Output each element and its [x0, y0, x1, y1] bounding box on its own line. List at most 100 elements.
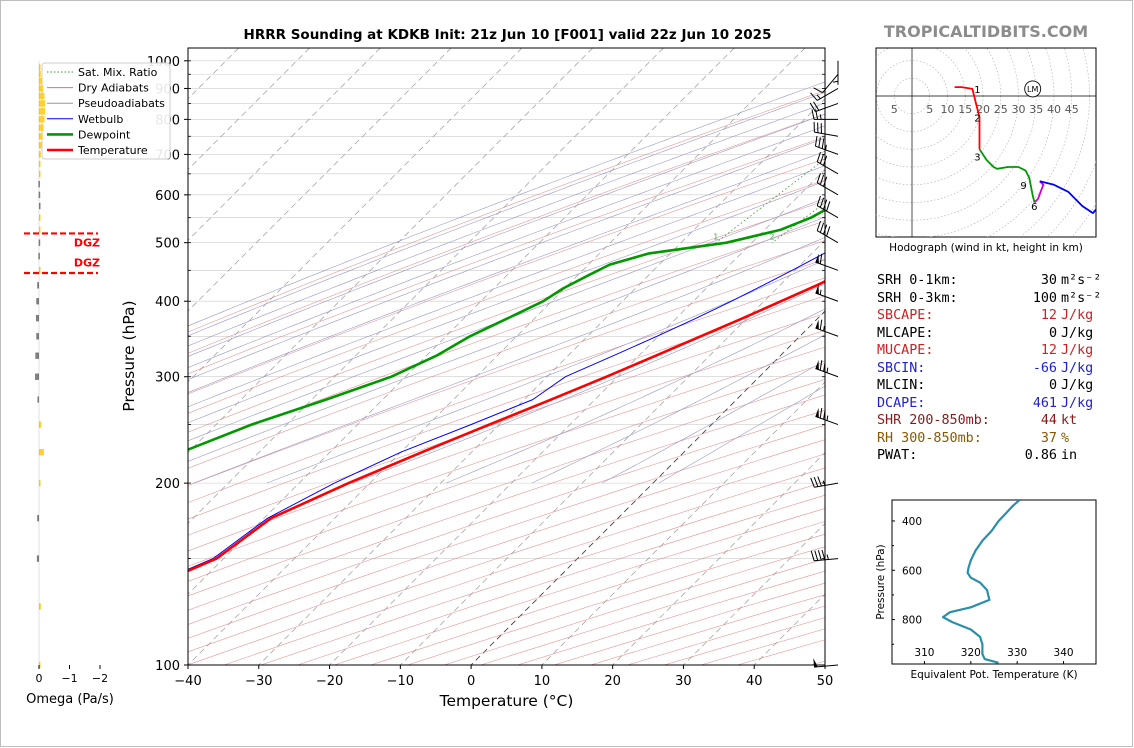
hodograph-ring-label: 5 — [891, 103, 898, 116]
x-tick-label: 0 — [467, 674, 475, 689]
hodograph-height-label: 1 — [974, 85, 980, 96]
wind-barb-full — [819, 407, 823, 419]
isotherm — [258, 98, 825, 665]
parameter-unit: J/kg — [1061, 308, 1094, 323]
hodograph-caption: Hodograph (wind in kt, height in km) — [889, 242, 1083, 254]
parameter-label: DCAPE: — [877, 395, 926, 411]
wind-barb-full — [817, 550, 822, 561]
wind-barb — [815, 284, 839, 302]
isotherm — [188, 48, 381, 241]
wind-barb-full — [810, 92, 818, 101]
wind-barb-staff — [815, 102, 839, 113]
parameter-row: DCAPE: 461 J/kg — [877, 395, 1097, 413]
pseudoadiabat — [188, 197, 825, 442]
wind-barb-flag — [815, 407, 819, 418]
pseudoadiabat — [188, 102, 825, 347]
parameter-label: SRH 0-3km: — [877, 290, 958, 306]
wind-barb — [816, 173, 839, 196]
y-tick-label: 300 — [155, 371, 180, 386]
omega-bar — [39, 202, 41, 210]
wind-barb-flag — [815, 284, 819, 295]
wetbulb-trace — [188, 252, 825, 570]
wind-barb-staff — [815, 145, 839, 155]
pseudoadiabat — [531, 334, 825, 484]
temperature-trace — [188, 280, 825, 573]
x-tick-label: 10 — [534, 674, 551, 689]
wind-barb-full — [819, 153, 825, 164]
hodograph-ring-label: 40 — [1047, 103, 1061, 116]
hodograph-ring-label: 30 — [1012, 103, 1026, 116]
omega-tick-label: 0 — [36, 672, 43, 685]
omega-tick-label: −1 — [61, 672, 77, 685]
wind-barb — [813, 658, 839, 668]
wind-barb-half — [832, 80, 839, 83]
isotherm — [188, 48, 735, 595]
parameter-row: MLCIN: 0 J/kg — [877, 377, 1097, 395]
wind-barb-full — [822, 155, 828, 166]
isotherm — [188, 48, 593, 454]
wind-barb — [832, 60, 839, 85]
pseudoadiabat — [188, 92, 825, 337]
dry-adiabat — [188, 313, 825, 536]
parameter-value: 30 — [1040, 273, 1057, 288]
pseudoadiabat — [188, 113, 825, 357]
wind-barb-full — [813, 87, 823, 94]
legend-entry: Pseudoadiabats — [78, 97, 165, 110]
wind-barb — [815, 360, 839, 378]
parameter-label: SRH 0-1km: — [877, 273, 958, 288]
pseudoadiabat — [266, 259, 825, 484]
pseudoadiabat — [188, 125, 825, 368]
y-tick-label: 400 — [155, 295, 180, 310]
skewt-axes: 76F53F−40−30−20−100102030405010020030040… — [41, 47, 833, 710]
wind-barb — [809, 101, 839, 113]
hodograph-segment — [1039, 180, 1096, 215]
hodograph-ring-label: 45 — [1065, 103, 1079, 116]
y-axis-label: Pressure (hPa) — [120, 300, 138, 411]
pseudoadiabat — [188, 216, 825, 462]
wind-barb-full — [826, 226, 831, 237]
wind-barb-half — [826, 415, 829, 421]
hodograph-ring-label: 20 — [976, 103, 990, 116]
isotherm — [188, 48, 664, 524]
hodograph-segment — [978, 148, 1036, 203]
wind-barb-full — [814, 136, 818, 147]
omega-bar — [39, 160, 41, 168]
omega-bar — [39, 141, 42, 149]
omega-panel: 0 −1 −2 Omega (Pa/s) DGZ DGZ — [24, 60, 114, 707]
wind-barb-flag — [815, 319, 819, 330]
omega-bar — [39, 151, 41, 158]
wind-barb-staff — [816, 161, 839, 175]
left-mover-label: LM — [1027, 85, 1038, 94]
parameter-row: SBCIN: -66 J/kg — [877, 360, 1097, 378]
theta-e-frame — [891, 499, 1097, 665]
wind-barb-half — [823, 325, 825, 332]
dry-adiabat — [188, 330, 825, 552]
mixing-ratio-label: 6 — [867, 233, 872, 242]
parameter-label: MLCAPE: — [877, 325, 934, 341]
wind-barb-staff — [814, 664, 839, 668]
chart-title: HRRR Sounding at KDKB Init: 21z Jun 10 [… — [243, 27, 772, 43]
dry-adiabat — [1104, 48, 1134, 665]
mixing-ratio-label: 1 — [713, 233, 718, 242]
wind-barb-staff — [816, 88, 839, 101]
omega-bar — [39, 449, 44, 456]
wind-barb-full — [822, 199, 828, 210]
theta-e-y-tick-label: 800 — [902, 615, 922, 627]
omega-bar — [39, 603, 41, 610]
x-tick-label: −40 — [174, 674, 201, 689]
wind-barb-half — [826, 554, 829, 560]
left-mover-marker — [1024, 80, 1042, 98]
parameter-unit: J/kg — [1061, 395, 1094, 411]
dgz-upper-label: DGZ — [74, 256, 100, 269]
wind-barb-half — [819, 289, 822, 295]
wind-barb-full — [822, 176, 828, 187]
wind-barb-flag — [815, 360, 819, 370]
parameter-value: 461 — [1032, 395, 1057, 411]
hodograph-segment — [1033, 180, 1045, 204]
dry-adiabat — [188, 240, 825, 469]
theta-e-x-label: Equivalent Pot. Temperature (K) — [910, 669, 1077, 681]
wind-barb-full — [819, 222, 825, 233]
